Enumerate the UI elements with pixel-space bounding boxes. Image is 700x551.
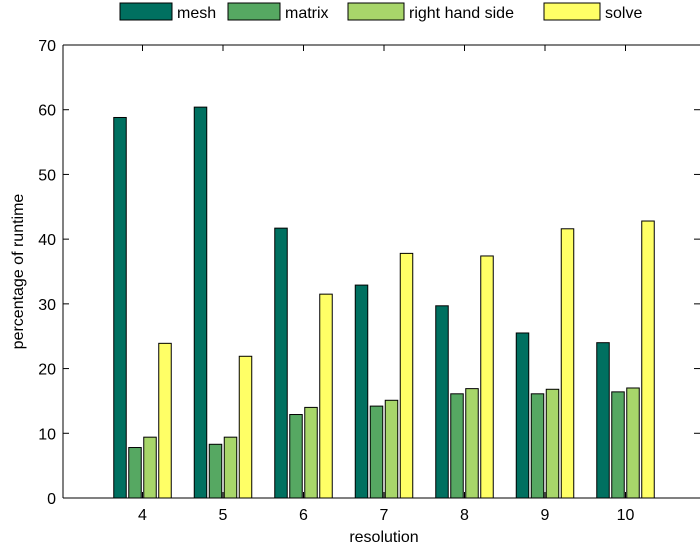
y-tick-label: 70	[38, 38, 56, 55]
bar-mesh-6	[274, 227, 288, 499]
bar-right-hand-side-7	[384, 399, 399, 499]
bar-right-hand-side-8	[465, 388, 479, 499]
bar-matrix-4	[128, 447, 142, 499]
x-tick-label: 4	[138, 507, 147, 524]
bar-solve-4	[158, 342, 172, 499]
bar-matrix-9	[530, 393, 545, 499]
bar-matrix-7	[369, 405, 384, 499]
bar-solve-7	[399, 252, 414, 499]
bar-mesh-4	[113, 116, 127, 499]
legend-label-solve: solve	[605, 5, 642, 22]
bar-mesh-10	[596, 342, 610, 499]
bar-matrix-5	[208, 443, 223, 499]
legend-label-matrix: matrix	[285, 5, 329, 22]
bar-mesh-9	[515, 332, 530, 499]
bar-right-hand-side-9	[545, 388, 560, 499]
y-tick-label: 10	[38, 426, 56, 443]
bar-right-hand-side-4	[143, 436, 157, 499]
bar-matrix-10	[611, 391, 625, 499]
x-tick-label: 6	[299, 507, 308, 524]
legend: mesh matrix right hand side solve	[119, 2, 642, 22]
x-tick-label: 10	[617, 507, 635, 524]
x-axis-label: resolution	[349, 529, 418, 546]
legend-label-mesh: mesh	[177, 5, 216, 22]
bar-solve-9	[560, 228, 575, 499]
bar-right-hand-side-10	[626, 387, 640, 499]
bar-matrix-8	[450, 393, 464, 499]
legend-swatch	[227, 2, 281, 21]
bar-solve-5	[238, 355, 253, 499]
y-axis-label: percentage of runtime	[10, 194, 27, 350]
y-tick-label: 20	[38, 362, 56, 379]
y-tick-label: 50	[38, 167, 56, 184]
x-tick-label: 7	[380, 507, 389, 524]
y-tick-label: 40	[38, 232, 56, 249]
y-tick-label: 30	[38, 297, 56, 314]
bar-right-hand-side-6	[304, 406, 318, 499]
bar-solve-8	[480, 255, 494, 499]
bar-mesh-5	[193, 106, 208, 499]
bar-mesh-7	[354, 284, 369, 499]
legend-label-right-hand-side: right hand side	[409, 5, 514, 22]
y-tick-label: 60	[38, 103, 56, 120]
bar-solve-6	[319, 293, 333, 499]
x-tick-label: 5	[219, 507, 228, 524]
legend-swatch	[119, 2, 173, 21]
bar-matrix-6	[289, 414, 303, 499]
bar-mesh-8	[435, 305, 449, 499]
x-tick-label: 8	[460, 507, 469, 524]
plot-area: 0 10 20 30 40 50 60 70 4 5 6 7 8 9 10	[38, 38, 700, 524]
legend-swatch	[543, 2, 601, 21]
bar-solve-10	[641, 220, 655, 499]
x-tick-label: 9	[541, 507, 550, 524]
y-tick-label: 0	[47, 491, 56, 508]
bar-right-hand-side-5	[223, 436, 238, 499]
legend-swatch	[347, 2, 405, 21]
